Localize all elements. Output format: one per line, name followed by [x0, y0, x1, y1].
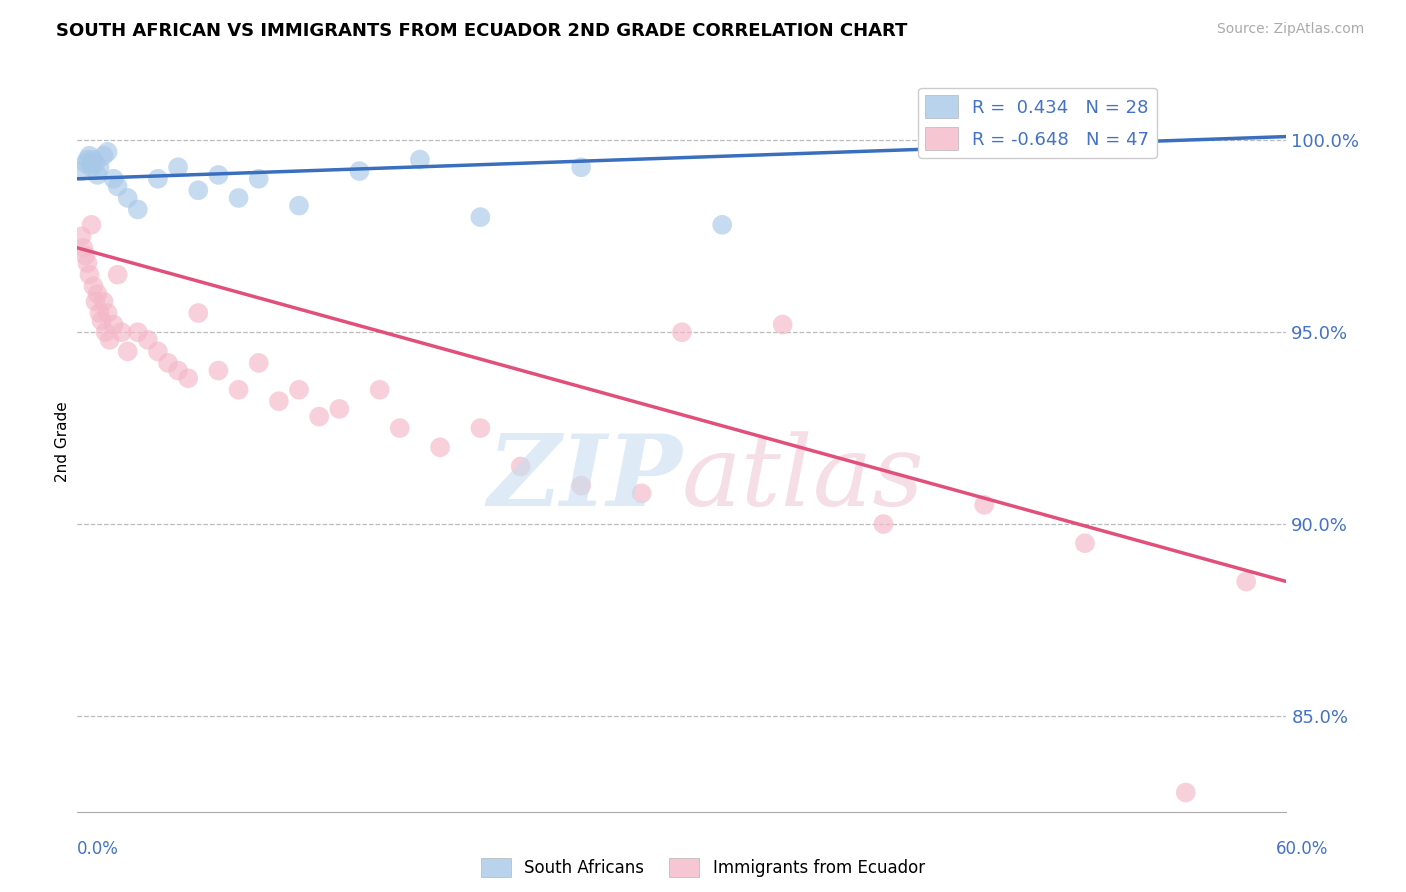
Point — [70, 229, 93, 244]
Point — [267, 394, 290, 409]
Point — [117, 344, 139, 359]
Point — [187, 183, 209, 197]
Point — [90, 314, 112, 328]
Point — [1114, 129, 1136, 144]
Y-axis label: 2nd Grade: 2nd Grade — [55, 401, 70, 482]
Point — [146, 171, 169, 186]
Point — [1074, 536, 1097, 550]
Point — [569, 478, 592, 492]
Point — [89, 161, 111, 175]
Point — [72, 241, 94, 255]
Point — [772, 318, 794, 332]
Point — [127, 325, 149, 339]
Point — [167, 363, 190, 377]
Point — [247, 356, 270, 370]
Point — [228, 191, 250, 205]
Point — [79, 149, 101, 163]
Point — [76, 153, 98, 167]
Legend: South Africans, Immigrants from Ecuador: South Africans, Immigrants from Ecuador — [474, 852, 932, 884]
Point — [349, 164, 371, 178]
Point — [146, 344, 169, 359]
Point — [93, 149, 115, 163]
Text: Source: ZipAtlas.com: Source: ZipAtlas.com — [1216, 22, 1364, 37]
Point — [288, 199, 311, 213]
Point — [569, 161, 592, 175]
Point — [76, 256, 98, 270]
Point — [1234, 574, 1257, 589]
Point — [207, 168, 229, 182]
Point — [107, 268, 129, 282]
Text: 0.0%: 0.0% — [77, 840, 120, 858]
Point — [288, 383, 311, 397]
Point — [872, 516, 894, 531]
Point — [247, 171, 270, 186]
Point — [84, 156, 107, 170]
Point — [75, 156, 97, 170]
Point — [136, 333, 159, 347]
Point — [429, 440, 451, 454]
Point — [409, 153, 432, 167]
Point — [1174, 785, 1197, 799]
Point — [177, 371, 200, 385]
Text: 60.0%: 60.0% — [1277, 840, 1329, 858]
Point — [470, 421, 492, 435]
Point — [107, 179, 129, 194]
Text: atlas: atlas — [682, 431, 925, 526]
Point — [509, 459, 531, 474]
Point — [98, 333, 121, 347]
Point — [75, 248, 97, 262]
Point — [671, 325, 693, 339]
Point — [96, 306, 118, 320]
Point — [167, 161, 190, 175]
Point — [93, 294, 115, 309]
Point — [711, 218, 734, 232]
Point — [187, 306, 209, 320]
Text: SOUTH AFRICAN VS IMMIGRANTS FROM ECUADOR 2ND GRADE CORRELATION CHART: SOUTH AFRICAN VS IMMIGRANTS FROM ECUADOR… — [56, 22, 908, 40]
Point — [111, 325, 134, 339]
Legend: R =  0.434   N = 28, R = -0.648   N = 47: R = 0.434 N = 28, R = -0.648 N = 47 — [918, 87, 1157, 158]
Point — [80, 218, 103, 232]
Point — [228, 383, 250, 397]
Point — [973, 498, 995, 512]
Point — [80, 161, 103, 175]
Point — [70, 164, 93, 178]
Point — [157, 356, 180, 370]
Point — [82, 279, 104, 293]
Point — [630, 486, 652, 500]
Point — [207, 363, 229, 377]
Point — [89, 306, 111, 320]
Point — [308, 409, 330, 424]
Point — [470, 210, 492, 224]
Point — [96, 145, 118, 159]
Point — [84, 294, 107, 309]
Point — [94, 325, 117, 339]
Point — [328, 401, 350, 416]
Point — [127, 202, 149, 217]
Point — [86, 286, 108, 301]
Point — [368, 383, 391, 397]
Point — [103, 171, 125, 186]
Text: ZIP: ZIP — [486, 430, 682, 527]
Point — [103, 318, 125, 332]
Point — [79, 268, 101, 282]
Point — [86, 168, 108, 182]
Point — [82, 153, 104, 167]
Point — [117, 191, 139, 205]
Point — [388, 421, 411, 435]
